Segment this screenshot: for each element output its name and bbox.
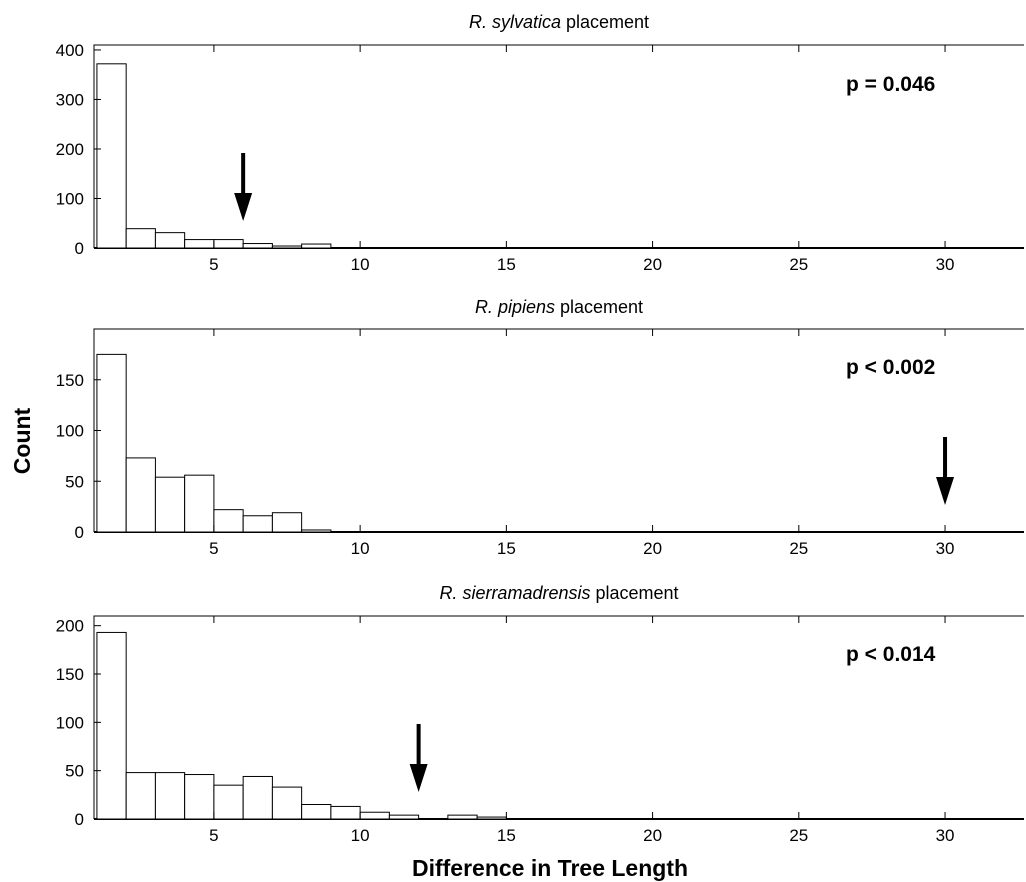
histogram-bar [213, 239, 244, 249]
histogram-bar [242, 515, 273, 533]
histogram-bar [154, 772, 186, 820]
x-tick-label: 30 [936, 255, 955, 274]
y-tick-label: 150 [56, 371, 84, 390]
histogram-bar [388, 814, 420, 820]
y-tick-label: 50 [65, 762, 84, 781]
x-axis-title: Difference in Tree Length [412, 855, 688, 881]
x-tick-label: 10 [351, 539, 370, 558]
panel-title: R. sierramadrensis placement [439, 583, 678, 603]
x-tick-label: 10 [351, 826, 370, 845]
histogram-bar [271, 512, 303, 533]
panel-title-species: R. sierramadrensis [439, 583, 590, 603]
histogram-bar [184, 474, 215, 533]
histogram-bar [96, 353, 127, 533]
y-tick-label: 200 [56, 617, 84, 636]
x-tick-label: 20 [643, 539, 662, 558]
panel-title: R. sylvatica placement [469, 12, 649, 32]
y-tick-label: 100 [56, 713, 84, 732]
plot-frame [93, 44, 1024, 248]
x-tick-label: 20 [643, 255, 662, 274]
x-tick-label: 30 [936, 539, 955, 558]
panel-title-species: R. pipiens [475, 297, 555, 317]
histogram-bar [330, 805, 361, 820]
x-tick-label: 25 [789, 826, 808, 845]
histogram-bar [271, 786, 303, 820]
y-tick-label: 50 [65, 472, 84, 491]
histogram-bar [476, 816, 507, 820]
y-tick-label: 100 [56, 422, 84, 441]
histogram-bar [125, 228, 156, 249]
histogram-bar [213, 509, 244, 533]
x-tick-label: 5 [209, 255, 218, 274]
y-tick-label: 100 [56, 189, 84, 208]
y-tick-label: 0 [75, 523, 84, 542]
histogram-bar [96, 631, 127, 820]
x-tick-label: 15 [497, 255, 516, 274]
x-tick-label: 25 [789, 255, 808, 274]
panel-title-suffix: placement [561, 12, 649, 32]
observed-arrow-head [409, 764, 428, 792]
histogram-bar [213, 784, 244, 820]
panel-title: R. pipiens placement [475, 297, 643, 317]
y-axis-title: Count [9, 407, 35, 474]
panel-title-species: R. sylvatica [469, 12, 561, 32]
histogram-bar [301, 243, 332, 249]
x-tick-label: 30 [936, 826, 955, 845]
plot-frame [93, 328, 1024, 532]
histogram-bar [301, 529, 332, 533]
x-tick-label: 20 [643, 826, 662, 845]
histogram-bar [125, 772, 156, 820]
x-tick-label: 25 [789, 539, 808, 558]
y-tick-label: 200 [56, 140, 84, 159]
y-tick-label: 150 [56, 665, 84, 684]
y-tick-label: 400 [56, 41, 84, 60]
histogram-bar [301, 804, 332, 820]
histogram-panel-2: 5 10 15 20 25 30 0 50 100 150 R. pipiens placement… [56, 297, 1024, 558]
p-value-annotation: p < 0.002 [846, 356, 935, 379]
x-tick-label: 10 [351, 255, 370, 274]
histogram-bar [154, 232, 186, 249]
x-tick-label: 15 [497, 539, 516, 558]
x-tick-label: 5 [209, 539, 218, 558]
y-tick-label: 0 [75, 239, 84, 258]
y-tick-label: 300 [56, 90, 84, 109]
histogram-bar [242, 775, 273, 820]
panel-title-suffix: placement [590, 583, 678, 603]
histogram-bar [447, 814, 478, 820]
x-tick-label: 15 [497, 826, 516, 845]
histogram-bar [184, 239, 215, 249]
histogram-bar [359, 811, 390, 820]
plot-frame [93, 615, 1024, 819]
histogram-bar [184, 774, 215, 820]
observed-arrow-head [936, 477, 955, 505]
p-value-annotation: p = 0.046 [846, 73, 935, 96]
histogram-bar [271, 245, 303, 249]
histogram-bar [96, 63, 127, 249]
y-tick-label: 0 [75, 810, 84, 829]
p-value-annotation: p < 0.014 [846, 643, 936, 666]
histogram-panel-3: 5 10 15 20 25 30 0 50 100 150 200 R. sierramadrensi… [56, 583, 1024, 845]
x-tick-label: 5 [209, 826, 218, 845]
histogram-bar [125, 457, 156, 533]
histogram-bar [242, 243, 273, 249]
observed-arrow-head [234, 193, 253, 221]
histogram-bar [154, 476, 186, 533]
panel-title-suffix: placement [555, 297, 643, 317]
